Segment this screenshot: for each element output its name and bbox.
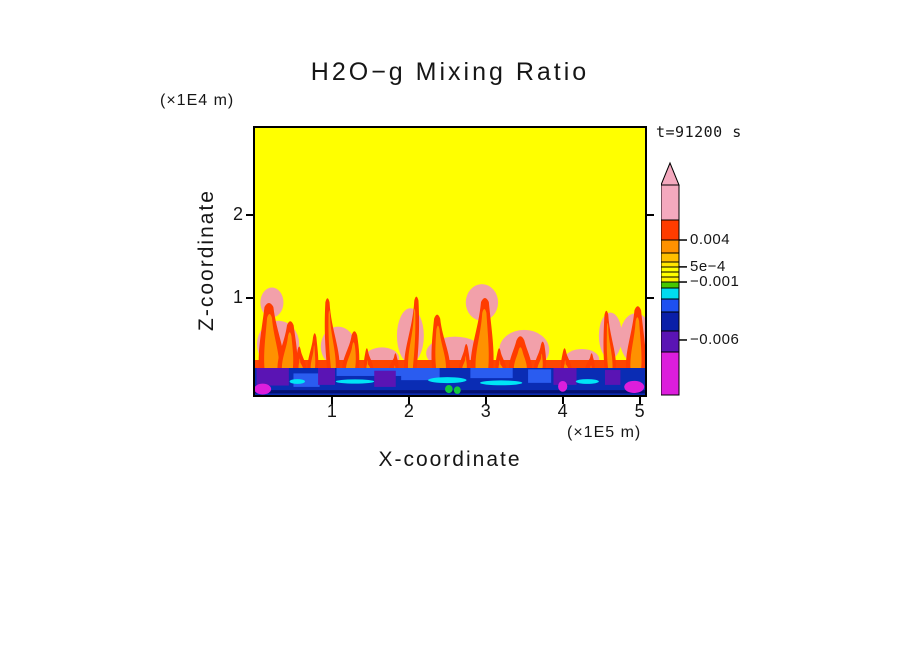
x-tick-mark (561, 397, 564, 404)
x-tick-mark (638, 397, 641, 404)
plot-title: H2O−g Mixing Ratio (310, 58, 590, 86)
y-tick-mark (647, 214, 654, 217)
x-axis-units-label: (×1E5 m) (567, 424, 642, 441)
x-tick-mark (407, 397, 410, 404)
x-tick-mark (330, 397, 333, 404)
x-tick-label: 1 (326, 401, 337, 421)
x-axis-label: X-coordinate (378, 448, 522, 471)
x-tick-label: 2 (403, 401, 414, 421)
x-tick-label: 3 (480, 401, 491, 421)
heatmap-field (255, 128, 645, 395)
x-tick-label: 5 (634, 401, 645, 421)
colorbar-label: −0.001 (690, 273, 740, 291)
y-axis-units-label: (×1E4 m) (160, 92, 235, 109)
y-tick-label: 2 (232, 204, 243, 225)
plot-frame (253, 126, 647, 397)
y-tick-label: 1 (232, 287, 243, 308)
y-tick-mark (647, 297, 654, 300)
timestamp-label: t=91200 s (656, 123, 742, 141)
x-tick-mark (484, 397, 487, 404)
x-tick-label: 4 (557, 401, 568, 421)
colorbar (661, 161, 687, 396)
colorbar-label: 5e−4 (690, 257, 726, 275)
colorbar-label: 0.004 (690, 231, 731, 249)
y-tick-mark (246, 297, 253, 300)
y-tick-mark (246, 214, 253, 217)
colorbar-label: −0.006 (690, 330, 740, 348)
